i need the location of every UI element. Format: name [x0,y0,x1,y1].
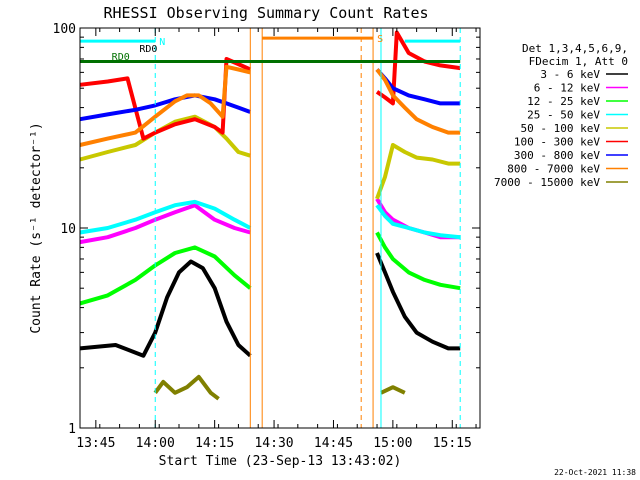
series-line-2-0 [79,245,252,306]
series-layer [79,30,461,401]
legend-header-0: Det 1,3,4,5,6,9, [522,42,628,55]
series-line-3-0 [79,199,252,235]
legend-label-5: 100 - 300 keV [514,136,600,149]
series-line-4-1 [375,143,461,200]
annotation-label-0: RD0 [139,44,157,55]
annotation-bar-label-0: N [159,37,165,48]
footer-timestamp: 22-Oct-2021 11:38 [554,468,636,477]
series-line-0-1 [375,252,461,351]
x-tick-label-0: 13:45 [76,436,115,451]
x-tick-label-4: 14:45 [314,436,353,451]
legend-header-1: FDecim 1, Att 0 [529,55,628,68]
series-line-3-1 [375,204,461,240]
annotation-label-1: RD0 [112,52,130,63]
legend-label-8: 7000 - 15000 keV [494,176,600,189]
series-line-1-0 [79,203,251,245]
axis-layer: 13:45 14:00 14:15 14:30 14:45 15:00 15:15 1 10 10… [53,22,480,451]
series-line-0-0 [79,259,252,358]
legend-label-7: 800 - 7000 keV [507,163,600,176]
x-tick-label-2: 14:15 [195,436,234,451]
series-line-7-0 [79,64,251,147]
legend-label-4: 50 - 100 keV [521,122,601,135]
series-line-5-1 [375,30,461,106]
legend-label-2: 12 - 25 keV [527,95,600,108]
y-tick-label-0: 1 [68,422,76,437]
y-tick-label-2: 100 [53,22,76,37]
chart-title: RHESSI Observing Summary Count Rates [103,4,428,22]
legend-label-3: 25 - 50 keV [527,109,600,122]
series-line-7-1 [375,68,461,135]
x-tick-label-1: 14:00 [136,436,175,451]
x-tick-label-6: 15:15 [433,436,472,451]
annotation-layer: N S RD0 RD0 [80,28,461,428]
x-tick-label-3: 14:30 [254,436,293,451]
x-tick-label-5: 15:00 [373,436,412,451]
series-line-8-1 [380,385,406,395]
legend: Det 1,3,4,5,6,9,FDecim 1, Att 03 - 6 keV… [494,42,628,189]
series-line-8-0 [153,374,220,401]
y-axis-label: Count Rate (s⁻¹ detector⁻¹) [29,122,44,333]
annotation-bar-label-2: S [377,34,383,45]
legend-label-1: 6 - 12 keV [534,82,601,95]
legend-label-0: 3 - 6 keV [540,68,600,81]
y-tick-label-1: 10 [60,222,76,237]
legend-label-6: 300 - 800 keV [514,149,600,162]
x-axis-label: Start Time (23-Sep-13 13:43:02) [159,454,402,469]
series-line-5-0 [79,57,252,141]
series-line-4-0 [79,114,251,162]
series-line-2-1 [375,231,461,291]
